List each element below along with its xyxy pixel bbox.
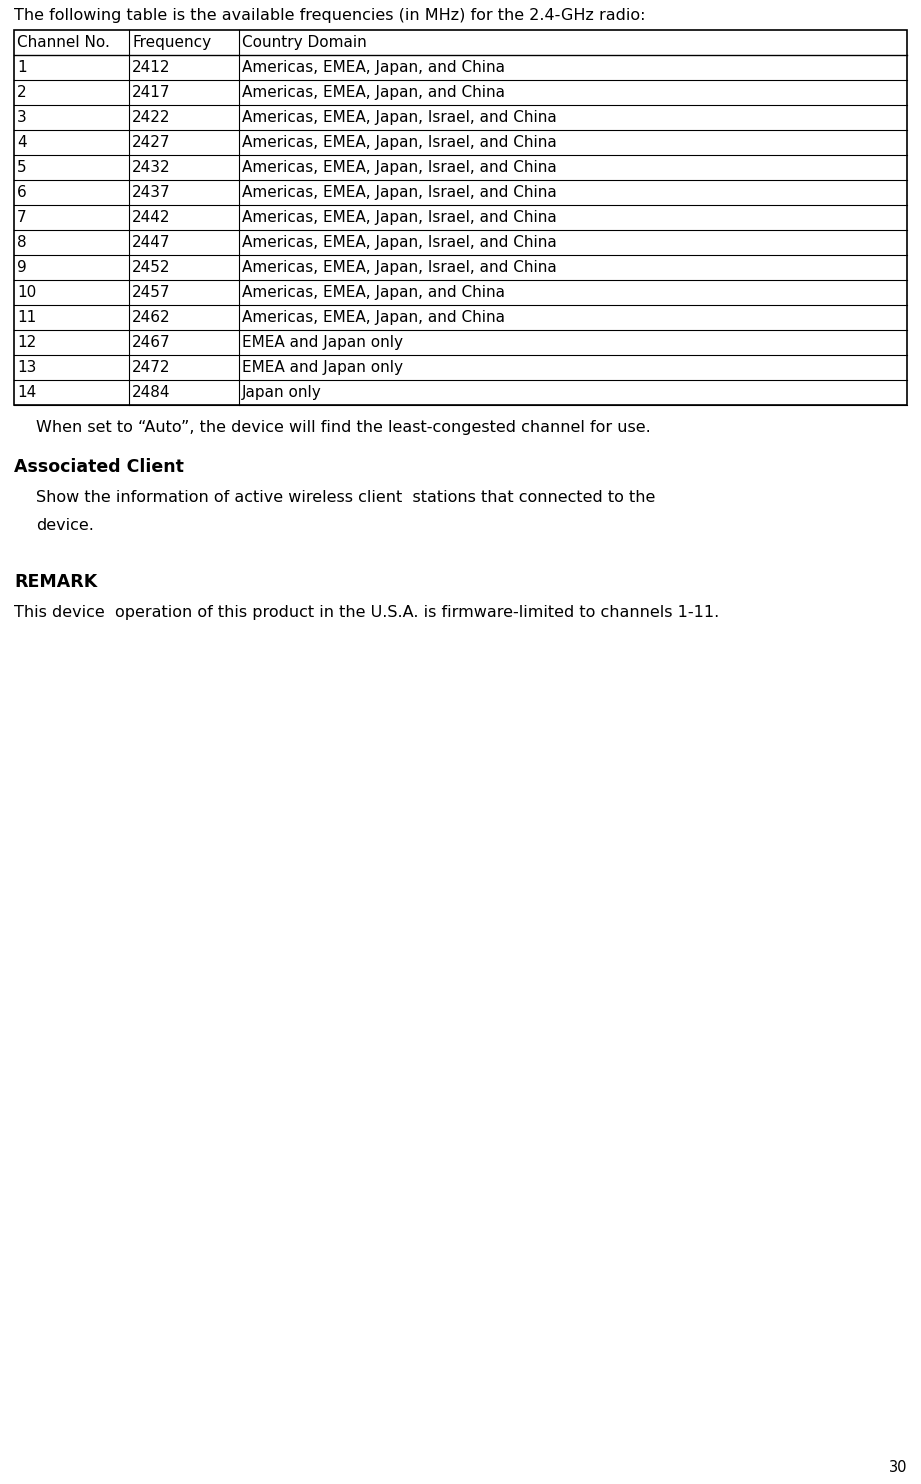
Text: Americas, EMEA, Japan, Israel, and China: Americas, EMEA, Japan, Israel, and China [242, 260, 557, 275]
Text: Frequency: Frequency [132, 36, 211, 50]
Text: This device  operation of this product in the U.S.A. is firmware-limited to chan: This device operation of this product in… [14, 605, 719, 620]
Text: 7: 7 [17, 211, 27, 226]
Text: Japan only: Japan only [242, 384, 321, 401]
Text: 2442: 2442 [132, 211, 170, 226]
Text: 3: 3 [17, 110, 27, 125]
Text: 2412: 2412 [132, 59, 170, 76]
Text: 11: 11 [17, 310, 36, 325]
Text: 2472: 2472 [132, 361, 170, 375]
Text: REMARK: REMARK [14, 573, 98, 591]
Text: The following table is the available frequencies (in MHz) for the 2.4-GHz radio:: The following table is the available fre… [14, 7, 646, 22]
Text: 10: 10 [17, 285, 36, 300]
Text: 1: 1 [17, 59, 27, 76]
Text: 2484: 2484 [132, 384, 170, 401]
Text: 2467: 2467 [132, 335, 170, 350]
Text: 30: 30 [889, 1460, 907, 1475]
Text: Americas, EMEA, Japan, and China: Americas, EMEA, Japan, and China [242, 285, 505, 300]
Bar [14, 30, 907, 405]
Text: EMEA and Japan only: EMEA and Japan only [242, 335, 403, 350]
Text: Americas, EMEA, Japan, and China: Americas, EMEA, Japan, and China [242, 59, 505, 76]
Text: 2457: 2457 [132, 285, 170, 300]
Text: 2422: 2422 [132, 110, 170, 125]
Text: 2: 2 [17, 85, 27, 99]
Text: 2427: 2427 [132, 135, 170, 150]
Text: 2462: 2462 [132, 310, 170, 325]
Text: 13: 13 [17, 361, 36, 375]
Text: Associated Client: Associated Client [14, 459, 184, 476]
Text: Americas, EMEA, Japan, and China: Americas, EMEA, Japan, and China [242, 310, 505, 325]
Text: When set to “Auto”, the device will find the least-congested channel for use.: When set to “Auto”, the device will find… [36, 420, 651, 435]
Text: 14: 14 [17, 384, 36, 401]
Text: 2447: 2447 [132, 234, 170, 249]
Text: device.: device. [36, 518, 94, 533]
Text: Americas, EMEA, Japan, Israel, and China: Americas, EMEA, Japan, Israel, and China [242, 110, 557, 125]
Text: 6: 6 [17, 186, 27, 200]
Text: Show the information of active wireless client  stations that connected to the: Show the information of active wireless … [36, 490, 656, 505]
Text: Americas, EMEA, Japan, Israel, and China: Americas, EMEA, Japan, Israel, and China [242, 186, 557, 200]
Text: 8: 8 [17, 234, 27, 249]
Text: 5: 5 [17, 160, 27, 175]
Text: Americas, EMEA, Japan, Israel, and China: Americas, EMEA, Japan, Israel, and China [242, 160, 557, 175]
Text: Americas, EMEA, Japan, Israel, and China: Americas, EMEA, Japan, Israel, and China [242, 211, 557, 226]
Text: 2437: 2437 [132, 186, 170, 200]
Text: 4: 4 [17, 135, 27, 150]
Text: 2452: 2452 [132, 260, 170, 275]
Text: Americas, EMEA, Japan, Israel, and China: Americas, EMEA, Japan, Israel, and China [242, 135, 557, 150]
Text: 2417: 2417 [132, 85, 170, 99]
Text: Channel No.: Channel No. [17, 36, 110, 50]
Text: Country Domain: Country Domain [242, 36, 367, 50]
Text: Americas, EMEA, Japan, Israel, and China: Americas, EMEA, Japan, Israel, and China [242, 234, 557, 249]
Text: Americas, EMEA, Japan, and China: Americas, EMEA, Japan, and China [242, 85, 505, 99]
Text: EMEA and Japan only: EMEA and Japan only [242, 361, 403, 375]
Text: 12: 12 [17, 335, 36, 350]
Text: 2432: 2432 [132, 160, 170, 175]
Text: 9: 9 [17, 260, 27, 275]
